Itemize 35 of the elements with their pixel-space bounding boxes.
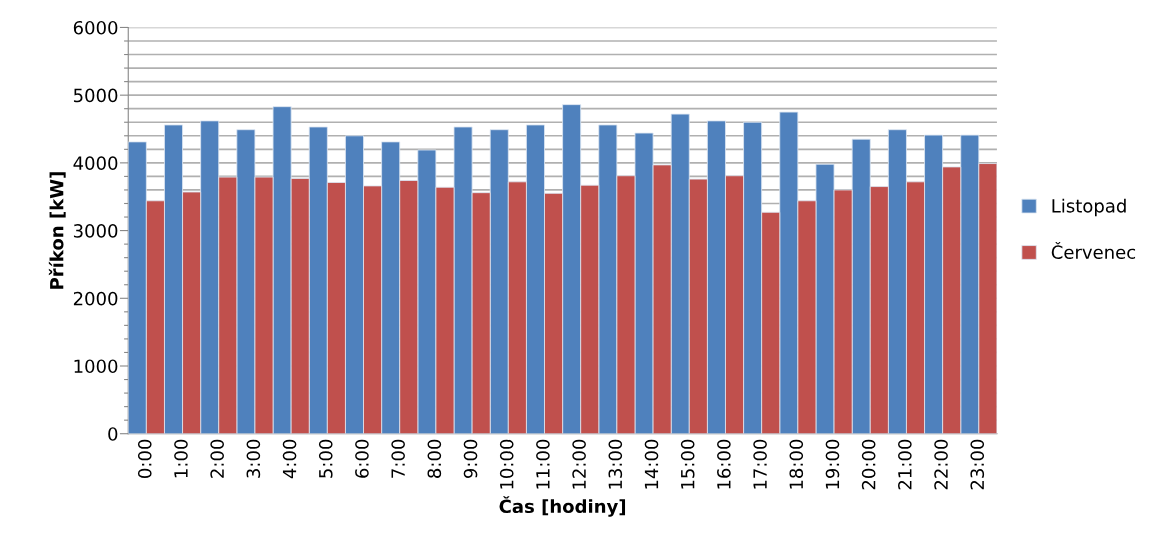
legend-label: Červenec — [1051, 242, 1136, 259]
y-tick-label: 2000 — [73, 291, 118, 306]
y-tick-label: 4000 — [73, 156, 118, 170]
x-tick-label: 23:00 — [970, 439, 985, 490]
x-tick-label: 5:00 — [318, 439, 333, 478]
x-tick-label: 7:00 — [391, 439, 405, 478]
x-tick-label: 16:00 — [717, 439, 731, 489]
x-tick-label: 13:00 — [608, 439, 623, 489]
y-tick-label: 1000 — [74, 359, 118, 374]
y-tick-label: 5000 — [73, 88, 118, 103]
x-tick-label: 14:00 — [644, 439, 659, 489]
x-tick-label: 0:00 — [137, 439, 152, 478]
y-tick-label: 0 — [108, 427, 118, 441]
x-tick-label: 6:00 — [355, 439, 369, 478]
x-tick-label: 4:00 — [282, 439, 297, 479]
x-tick-label: 3:00 — [246, 439, 261, 478]
x-tick-label: 20:00 — [861, 439, 876, 490]
x-tick-label: 12:00 — [572, 439, 586, 489]
x-tick-label: 11:00 — [536, 439, 550, 489]
x-tick-label: 2:00 — [210, 439, 224, 478]
x-tick-label: 9:00 — [463, 439, 478, 478]
x-tick-label: 15:00 — [680, 439, 695, 489]
y-tick-label: 3000 — [73, 224, 118, 238]
x-tick-label: 17:00 — [753, 439, 767, 489]
x-tick-label: 8:00 — [427, 439, 442, 478]
x-tick-label: 18:00 — [789, 439, 804, 489]
x-tick-label: 1:00 — [174, 439, 188, 478]
legend-label: Listopad — [1052, 198, 1126, 217]
x-tick-label: 10:00 — [499, 439, 514, 489]
x-axis-title: Čas [hodiny] — [499, 496, 626, 517]
x-tick-label: 19:00 — [825, 439, 840, 489]
x-tick-label: 21:00 — [898, 439, 912, 490]
y-axis-title: Příkon [kW] — [48, 172, 66, 289]
y-tick-label: 6000 — [73, 20, 118, 35]
x-tick-label: 22:00 — [934, 439, 948, 490]
